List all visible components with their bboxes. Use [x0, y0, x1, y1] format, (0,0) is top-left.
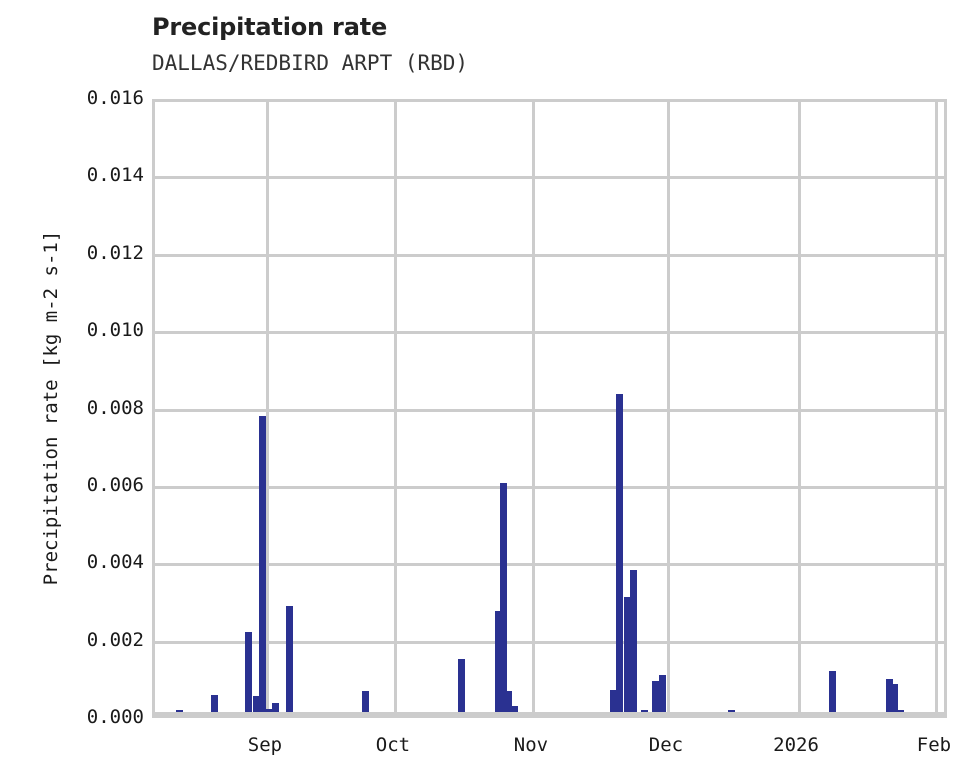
- y-tick-label: 0.014: [86, 164, 144, 187]
- gridline-horizontal: [155, 331, 944, 335]
- plot-area: [152, 99, 947, 718]
- bar: [623, 597, 631, 715]
- bar: [499, 482, 507, 715]
- x-tick-label: Nov: [513, 734, 549, 756]
- y-axis-tick-labels: 0.000 0.002 0.004 0.006 0.008 0.010 0.012 0.014…: [8, 0, 144, 780]
- gridline-horizontal: [155, 408, 944, 412]
- gridline-horizontal: [155, 640, 944, 644]
- gridline-horizontal: [155, 563, 944, 567]
- y-tick-label: 0.002: [86, 628, 144, 651]
- gridline-horizontal: [155, 485, 944, 489]
- gridline-vertical: [797, 102, 801, 715]
- y-tick-label: 0.010: [86, 319, 144, 342]
- bar: [266, 708, 274, 715]
- bar: [615, 393, 623, 715]
- bar: [272, 702, 280, 715]
- bar: [259, 415, 267, 715]
- gridline-vertical: [266, 102, 270, 715]
- chart-subtitle: DALLAS/REDBIRD ARPT (RBD): [152, 51, 469, 75]
- bar: [245, 631, 252, 715]
- y-tick-label: 0.004: [86, 551, 144, 574]
- y-tick-label: 0.000: [86, 706, 144, 728]
- x-axis-line: [155, 712, 944, 715]
- x-tick-label: Dec: [648, 734, 684, 756]
- bar: [658, 674, 666, 715]
- gridline-vertical: [394, 102, 398, 715]
- gridline-horizontal: [155, 176, 944, 180]
- bar: [609, 689, 617, 715]
- x-tick-label: Oct: [375, 734, 411, 756]
- bar: [510, 705, 518, 715]
- gridline-vertical: [935, 102, 939, 715]
- bar-series: [155, 102, 944, 715]
- y-tick-label: 0.012: [86, 241, 144, 264]
- bar: [629, 570, 637, 715]
- x-tick-label: 2026: [773, 734, 819, 756]
- y-tick-label: 0.016: [86, 87, 144, 109]
- chart-title: Precipitation rate: [152, 13, 388, 41]
- gridline-vertical: [667, 102, 671, 715]
- x-tick-label: Feb: [916, 734, 952, 756]
- gridline-horizontal: [155, 253, 944, 257]
- x-tick-label: Sep: [247, 734, 283, 756]
- bar: [286, 606, 294, 715]
- gridline-vertical: [532, 102, 536, 715]
- bar: [253, 696, 261, 715]
- bar: [210, 694, 218, 715]
- bar: [494, 611, 502, 715]
- bar: [457, 658, 465, 715]
- y-tick-label: 0.008: [86, 396, 144, 419]
- bar: [886, 679, 894, 715]
- bar: [829, 670, 837, 715]
- bar: [891, 684, 899, 715]
- bar: [362, 691, 370, 715]
- bar: [651, 680, 659, 715]
- y-tick-label: 0.006: [86, 473, 144, 496]
- bar: [504, 690, 512, 715]
